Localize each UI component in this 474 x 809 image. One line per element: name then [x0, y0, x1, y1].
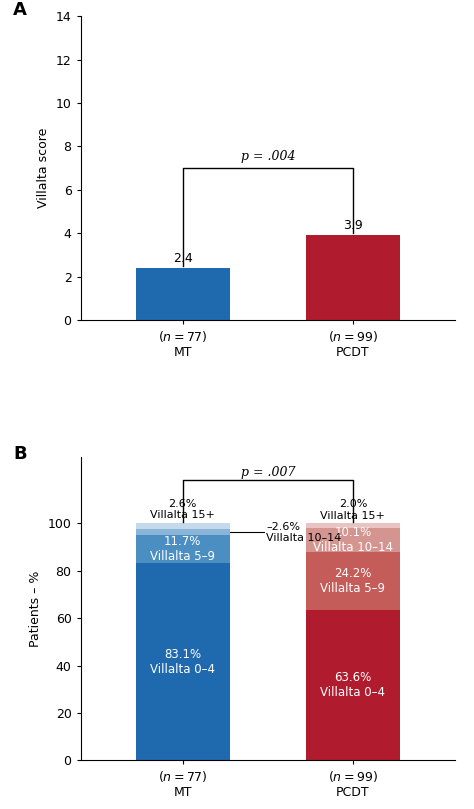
Bar	[136, 563, 229, 760]
Text: 63.6%
Villalta 0–4: 63.6% Villalta 0–4	[320, 671, 385, 699]
Text: 3.9: 3.9	[343, 219, 363, 232]
Y-axis label: Villalta score: Villalta score	[37, 128, 50, 208]
Bar	[306, 523, 400, 528]
Y-axis label: Patients – %: Patients – %	[29, 570, 42, 646]
Text: 83.1%
Villalta 0–4: 83.1% Villalta 0–4	[150, 648, 215, 676]
Bar	[306, 552, 400, 609]
Bar	[136, 536, 229, 563]
Text: –2.6%
Villalta 10–14: –2.6% Villalta 10–14	[266, 522, 341, 543]
Text: 2.4: 2.4	[173, 252, 192, 265]
Text: p = .004: p = .004	[241, 150, 295, 163]
Text: 24.2%
Villalta 5–9: 24.2% Villalta 5–9	[320, 567, 385, 595]
Text: 11.7%
Villalta 5–9: 11.7% Villalta 5–9	[150, 536, 215, 563]
Bar	[136, 268, 229, 320]
Text: p = .007: p = .007	[241, 466, 295, 479]
Text: B: B	[13, 444, 27, 463]
Bar	[306, 528, 400, 552]
Bar	[306, 609, 400, 760]
Text: A: A	[13, 1, 27, 19]
Text: 2.6%
Villalta 15+: 2.6% Villalta 15+	[150, 498, 215, 520]
Bar	[136, 523, 229, 529]
Bar	[136, 529, 229, 536]
Bar	[306, 235, 400, 320]
Text: 2.0%
Villalta 15+: 2.0% Villalta 15+	[320, 499, 385, 520]
Text: 10.1%
Villalta 10–14: 10.1% Villalta 10–14	[313, 526, 393, 554]
